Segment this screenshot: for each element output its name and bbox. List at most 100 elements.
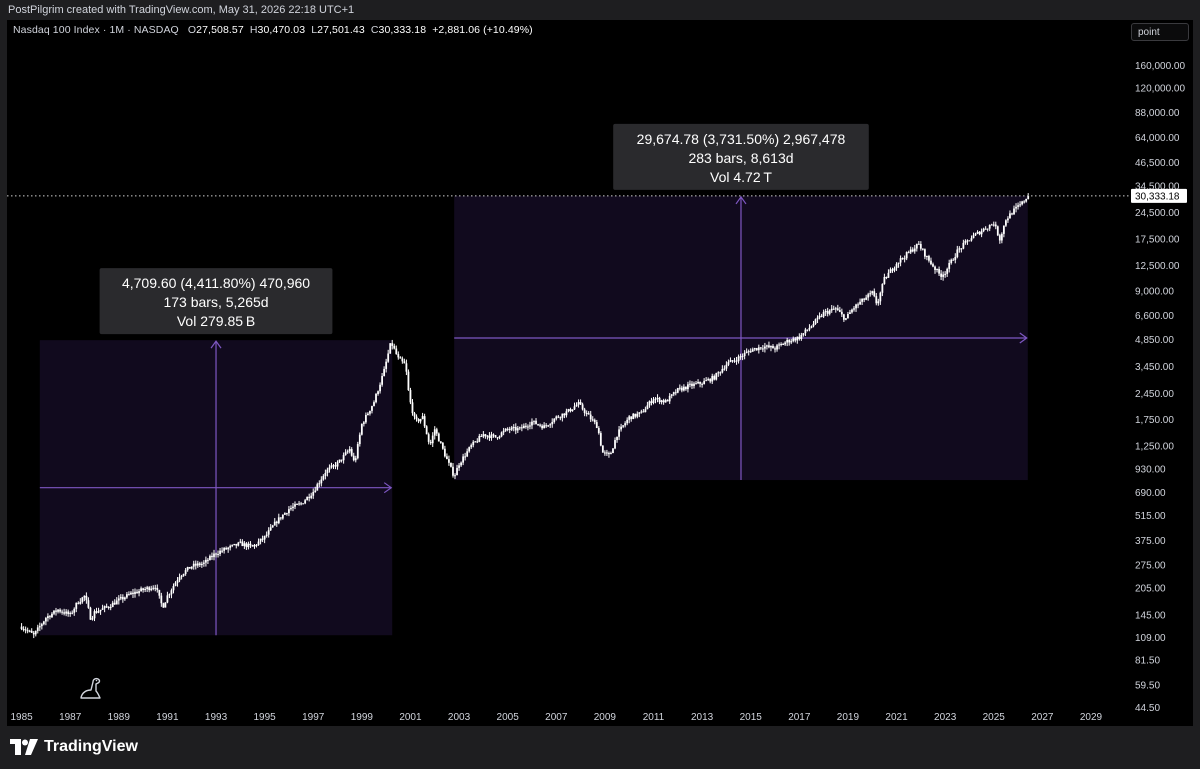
candle-body	[182, 573, 185, 576]
y-tick-label: 375.00	[1135, 536, 1166, 547]
x-tick-label: 2013	[691, 712, 714, 723]
candle-body	[524, 425, 527, 427]
candle-body	[395, 348, 398, 355]
candle-body	[290, 508, 292, 510]
candle-body	[887, 272, 890, 278]
candle-body	[253, 544, 256, 547]
open-label: O	[187, 24, 197, 36]
candle-body	[778, 344, 780, 346]
candle-body	[233, 543, 236, 545]
candle-body	[703, 380, 706, 385]
chart-panel[interactable]: 160,000.00 120,000.00 88,000.00 64,000.00 46…	[7, 20, 1193, 726]
range-tooltip-line: 4,709.60 (4,411.80%) 470,960	[122, 275, 310, 291]
candle-body	[358, 434, 361, 445]
price-chart[interactable]: 160,000.00 120,000.00 88,000.00 64,000.00 46…	[7, 20, 1193, 726]
candle-body	[932, 264, 934, 267]
high-value: 30,470.03	[257, 24, 306, 36]
candle-body	[132, 592, 134, 594]
candle-body	[575, 404, 578, 407]
range-right-arrow-0	[383, 482, 393, 494]
candle-body	[63, 612, 66, 614]
candle-body	[115, 600, 118, 605]
candle-body	[421, 416, 424, 420]
x-tick-label: 2001	[399, 712, 422, 723]
candle-body	[763, 346, 766, 349]
candle-body	[881, 284, 884, 293]
candle-body	[938, 268, 940, 274]
candle-body	[470, 445, 473, 448]
candle-body	[820, 315, 823, 317]
candle-body	[190, 566, 193, 569]
candle-body	[648, 401, 651, 406]
candle-body	[705, 380, 708, 382]
candle-body	[656, 397, 659, 399]
open-value: 27,508.57	[196, 24, 244, 36]
candle-body	[749, 351, 752, 353]
candle-body	[34, 630, 37, 635]
range-tooltip-line: Vol 279.85 B	[177, 313, 255, 329]
scale-mode-label: point	[1138, 27, 1160, 38]
y-tick-label: 109.00	[1135, 633, 1166, 644]
y-tick-label: 17,500.00	[1135, 235, 1180, 246]
candle-body	[243, 543, 246, 547]
candle-body	[804, 329, 807, 334]
candle-body	[111, 602, 114, 608]
candle-body	[435, 429, 438, 434]
candle-body	[518, 427, 521, 429]
candle-body	[664, 400, 667, 403]
candle-body	[387, 353, 390, 362]
candle-body	[403, 361, 406, 364]
candle-body	[166, 595, 169, 603]
candle-body	[529, 425, 531, 427]
candle-body	[312, 491, 315, 496]
candle-body	[520, 427, 523, 429]
candle-body	[662, 400, 665, 403]
low-label: L	[311, 24, 318, 36]
candle-body	[401, 358, 404, 362]
candle-body	[883, 277, 886, 285]
y-tick-label: 160,000.00	[1135, 61, 1185, 72]
candle-body	[658, 397, 661, 403]
candle-body	[915, 243, 918, 249]
candle-body	[49, 616, 51, 618]
scale-mode-button[interactable]: point	[1131, 23, 1189, 41]
candle-body	[251, 545, 254, 547]
candle-body	[423, 416, 426, 427]
candle-body	[369, 410, 371, 414]
y-tick-label: 59.50	[1135, 680, 1160, 691]
candle-body	[209, 555, 211, 561]
candle-body	[976, 231, 979, 234]
candle-body	[727, 362, 730, 365]
candle-body	[545, 425, 548, 427]
candle-body	[757, 347, 760, 351]
candle-body	[377, 391, 379, 394]
candle-body	[928, 256, 930, 261]
candle-body	[875, 296, 878, 304]
candle-body	[903, 258, 906, 260]
candle-body	[219, 550, 221, 554]
brand[interactable]: TradingView	[10, 738, 138, 756]
candle-body	[217, 553, 219, 555]
candle-body	[571, 409, 574, 412]
candle-body	[1015, 206, 1017, 209]
high-label: H	[249, 24, 258, 36]
candle-body	[535, 420, 537, 425]
candle-body	[759, 347, 762, 349]
footer-bar: TradingView	[0, 726, 1200, 769]
candle-body	[494, 435, 497, 438]
candle-body	[338, 459, 341, 463]
candle-body	[304, 500, 307, 504]
candle-body	[745, 351, 748, 353]
candle-body	[456, 467, 458, 476]
range-tooltip-0	[99, 268, 333, 335]
x-tick-label: 1989	[108, 712, 131, 723]
candle-body	[314, 490, 317, 492]
candle-body	[30, 630, 33, 633]
candle-body	[944, 273, 947, 275]
candle-body	[492, 434, 495, 436]
candle-body	[460, 462, 462, 466]
candle-body	[443, 448, 446, 457]
dino-icon	[80, 677, 101, 699]
candle-body	[936, 268, 938, 270]
candle-body	[996, 226, 999, 236]
